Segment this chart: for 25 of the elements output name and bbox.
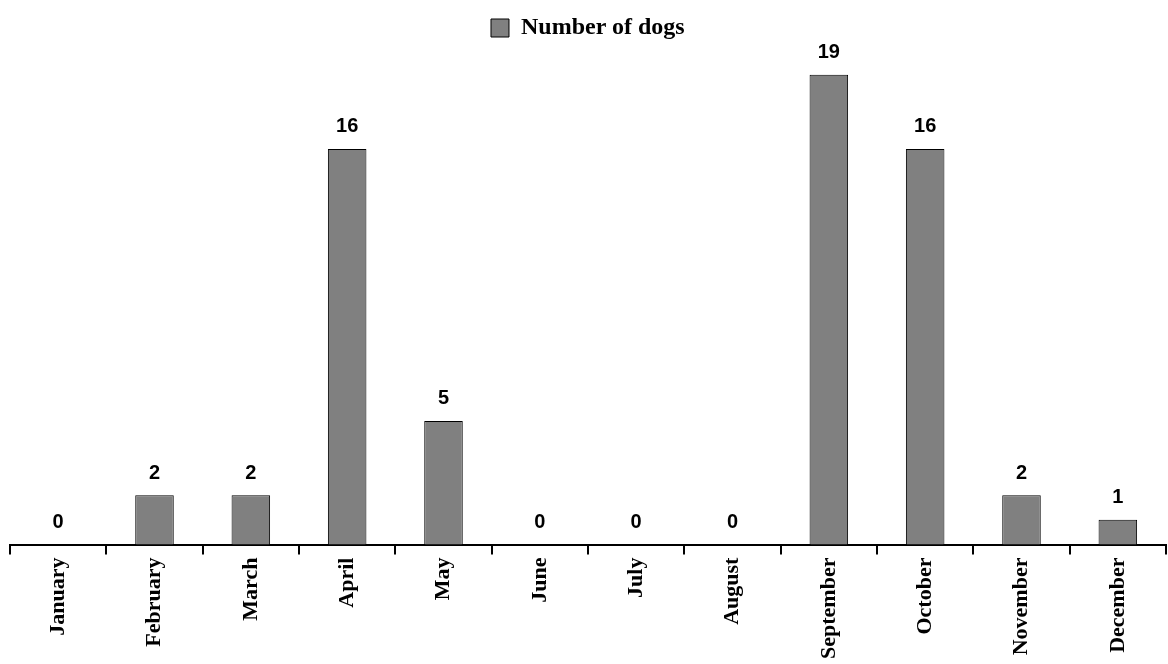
data-label: 2 xyxy=(245,460,257,483)
x-tick-label: February xyxy=(140,557,166,647)
x-tick-label: June xyxy=(525,557,551,603)
data-label: 2 xyxy=(148,460,161,483)
x-tick-label: September xyxy=(814,557,840,659)
x-tick-label: March xyxy=(236,557,262,621)
data-label: 0 xyxy=(52,510,64,533)
x-tick-label: April xyxy=(332,557,358,608)
x-tick-label: July xyxy=(621,557,647,598)
data-label: 16 xyxy=(914,114,937,137)
data-label: 5 xyxy=(437,386,450,409)
data-label: 1 xyxy=(1112,485,1124,508)
data-label: 2 xyxy=(1015,460,1028,483)
x-tick-label: August xyxy=(718,556,744,625)
legend-label: Number of dogs xyxy=(521,13,685,40)
x-tick-label: January xyxy=(43,557,69,636)
data-label: 0 xyxy=(630,510,642,533)
data-label: 16 xyxy=(336,114,359,137)
data-label: 0 xyxy=(534,510,546,533)
x-tick-label: November xyxy=(1007,557,1033,656)
x-tick-label: December xyxy=(1103,557,1129,653)
data-label: 19 xyxy=(817,40,840,63)
data-label: 0 xyxy=(726,510,739,533)
x-tick-label: October xyxy=(910,557,936,635)
x-tick-label: May xyxy=(429,557,455,601)
